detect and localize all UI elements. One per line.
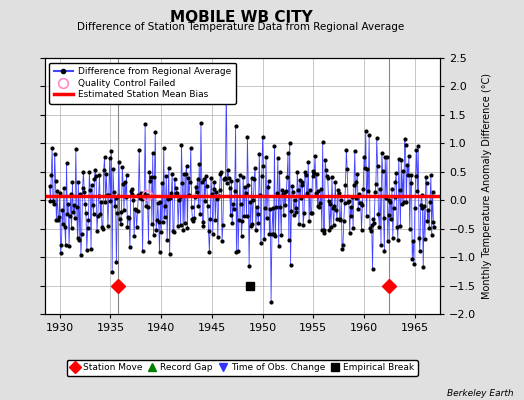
Y-axis label: Monthly Temperature Anomaly Difference (°C): Monthly Temperature Anomaly Difference (… bbox=[482, 73, 492, 299]
Legend: Difference from Regional Average, Quality Control Failed, Estimated Station Mean: Difference from Regional Average, Qualit… bbox=[49, 62, 236, 104]
Text: Berkeley Earth: Berkeley Earth bbox=[447, 389, 514, 398]
Text: MOBILE WB CITY: MOBILE WB CITY bbox=[170, 10, 312, 25]
Text: Difference of Station Temperature Data from Regional Average: Difference of Station Temperature Data f… bbox=[78, 22, 405, 32]
Legend: Station Move, Record Gap, Time of Obs. Change, Empirical Break: Station Move, Record Gap, Time of Obs. C… bbox=[67, 360, 418, 376]
